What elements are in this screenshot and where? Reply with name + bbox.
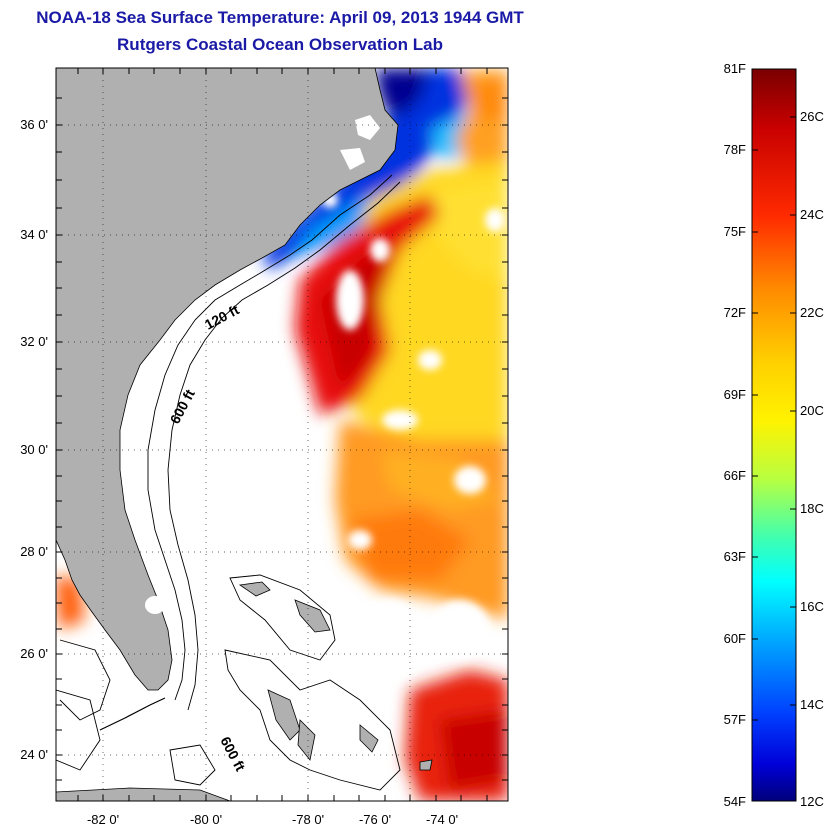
colorbar-label-78f: 78F [723,142,746,157]
lake-okeechobee [145,596,165,614]
lat-label-36: 36 0' [20,117,48,132]
lon-label-82: -82 0' [86,812,120,827]
colorbar-label-60f: 60F [723,631,746,646]
colorbar-label-14c: 14C [800,697,824,712]
lat-label-32: 32 0' [20,334,48,349]
colorbar-label-12c: 12C [800,794,824,809]
bahamas-islands [238,581,433,771]
colorbar-label-57f: 57F [723,712,746,727]
colorbar-label-18c: 18C [800,501,824,516]
cuba-landmass [56,787,231,801]
cloud-mask [322,192,505,680]
lon-label-74: -74 0' [425,812,459,827]
lat-label-26: 26 0' [20,646,48,661]
colorbar-label-75f: 75F [723,224,746,239]
depth-contours [56,174,401,791]
lat-label-34: 34 0' [20,227,48,242]
map-ticks [56,68,508,801]
lon-label-76: -76 0' [358,812,392,827]
lon-label-78: -78 0' [291,812,325,827]
colorbar-label-24c: 24C [800,207,824,222]
colorbar-label-72f: 72F [723,305,746,320]
colorbar-ticks [752,116,796,721]
florida-keys [99,697,166,731]
sound-water [355,115,380,140]
map-title: NOAA-18 Sea Surface Temperature: April 0… [36,8,524,27]
colorbar-label-66f: 66F [723,468,746,483]
lat-label-24: 24 0' [20,747,48,762]
sound-water [340,148,365,170]
map-subtitle: Rutgers Coastal Ocean Observation Lab [117,35,443,54]
colorbar [751,68,797,802]
colorbar-label-81f: 81F [723,61,746,76]
colorbar-label-16c: 16C [800,599,824,614]
graticule [56,68,508,801]
colorbar-label-69f: 69F [723,387,746,402]
lat-label-28: 28 0' [20,544,48,559]
lon-label-80: -80 0' [189,812,223,827]
colorbar-label-54f: 54F [723,794,746,809]
lat-label-30: 30 0' [20,442,48,457]
colorbar-label-20c: 20C [800,403,824,418]
colorbar-label-22c: 22C [800,305,824,320]
colorbar-label-63f: 63F [723,549,746,564]
us-landmass [56,68,399,691]
colorbar-label-26c: 26C [800,109,824,124]
